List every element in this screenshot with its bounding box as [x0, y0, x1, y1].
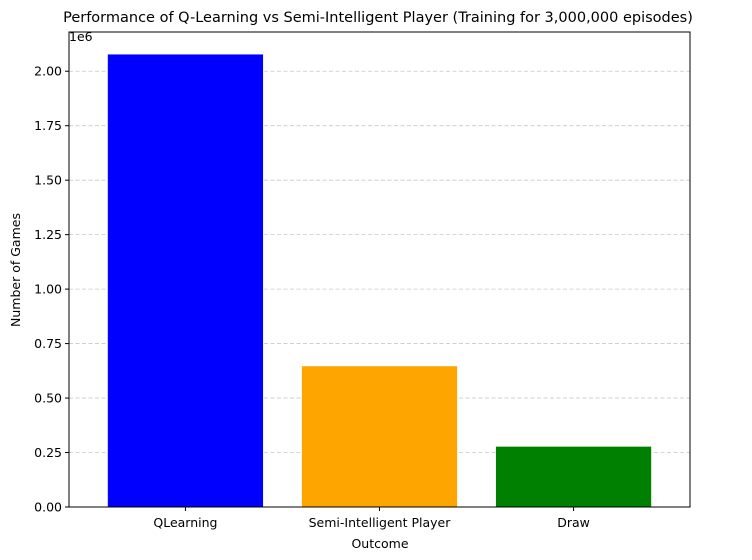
- y-tick-label: 0.25: [34, 445, 62, 460]
- plot-frame: [68, 31, 691, 508]
- y-offset-label: 1e6: [69, 29, 93, 44]
- bars-group: [107, 54, 652, 508]
- bar: [495, 446, 652, 507]
- y-tick-label: 2.00: [34, 64, 62, 79]
- y-tick-label: 0.75: [34, 336, 62, 351]
- y-tick-label: 1.25: [34, 227, 62, 242]
- x-axis-label: Outcome: [351, 536, 408, 551]
- bar: [107, 54, 264, 508]
- y-tick-label: 1.75: [34, 118, 62, 133]
- x-axis-ticks: QLearning Semi-Intelligent Player Draw: [153, 507, 590, 530]
- y-axis-label: Number of Games: [8, 213, 23, 327]
- y-axis-ticks: 0.00 0.25 0.50 0.75 1.00 1.25 1.50 1.75 2.00: [34, 64, 69, 515]
- x-tick-label: Semi-Intelligent Player: [309, 515, 452, 530]
- chart-title: Performance of Q-Learning vs Semi-Intell…: [63, 10, 693, 26]
- y-tick-label: 0.50: [34, 391, 62, 406]
- y-tick-label: 1.00: [34, 282, 62, 297]
- x-tick-label: Draw: [557, 515, 590, 530]
- bar: [301, 366, 458, 507]
- y-tick-label: 1.50: [34, 173, 62, 188]
- y-tick-label: 0.00: [34, 500, 62, 515]
- x-tick-label: QLearning: [153, 515, 217, 530]
